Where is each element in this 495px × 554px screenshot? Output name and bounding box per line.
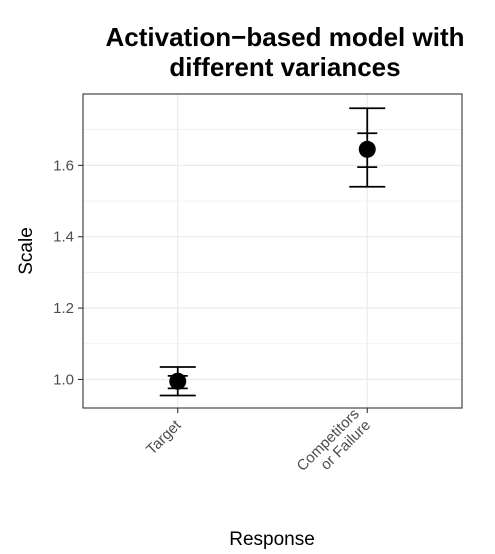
plot-marks — [159, 107, 386, 397]
y-tick-label: 1.4 — [53, 229, 74, 246]
x-tick-label: Target — [143, 416, 185, 458]
y-tick-label: 1.2 — [53, 300, 74, 317]
panel-border — [82, 93, 463, 409]
y-axis-title: Scale — [16, 227, 37, 275]
chart-title-line-2: different variances — [169, 52, 400, 82]
x-tick-label: Competitorsor Failure — [294, 405, 375, 486]
data-point — [358, 140, 376, 158]
data-point-group — [159, 366, 196, 397]
plot-panel — [83, 94, 462, 408]
plot-grid — [83, 94, 462, 408]
x-axis-title: Response — [229, 529, 315, 550]
y-tick-label: 1.6 — [53, 157, 74, 174]
y-tick-label: 1.0 — [53, 371, 74, 388]
data-point-group — [349, 107, 386, 188]
x-tick-label-line: Target — [143, 416, 185, 458]
data-point — [169, 372, 187, 390]
chart-title-line-1: Activation−based model with — [105, 22, 464, 52]
